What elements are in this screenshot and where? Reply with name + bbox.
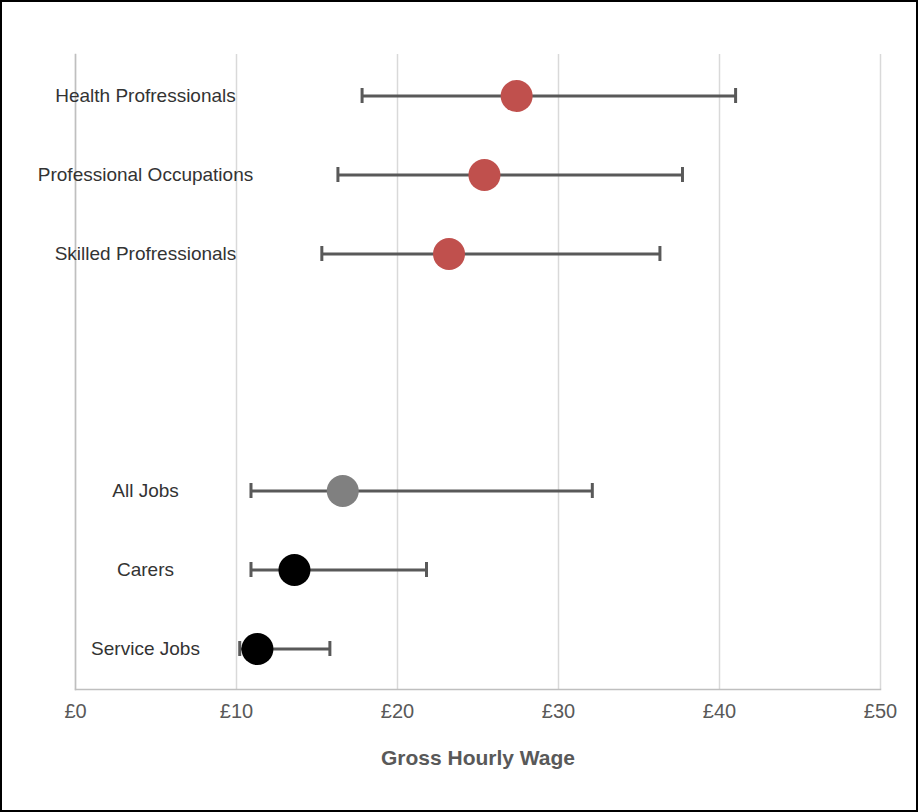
svg-text:Carers: Carers <box>117 559 174 580</box>
svg-text:Health Profressionals: Health Profressionals <box>55 85 236 106</box>
svg-text:£20: £20 <box>381 700 414 722</box>
svg-text:All Jobs: All Jobs <box>112 480 179 501</box>
svg-text:£30: £30 <box>542 700 575 722</box>
svg-text:£50: £50 <box>864 700 897 722</box>
svg-text:Gross Hourly Wage: Gross Hourly Wage <box>381 746 575 769</box>
svg-text:£10: £10 <box>220 700 253 722</box>
svg-text:£40: £40 <box>703 700 736 722</box>
svg-text:Professional Occupations: Professional Occupations <box>38 164 253 185</box>
svg-text:£0: £0 <box>64 700 86 722</box>
svg-text:Service Jobs: Service Jobs <box>91 638 200 659</box>
svg-text:Skilled Profressionals: Skilled Profressionals <box>55 243 237 264</box>
